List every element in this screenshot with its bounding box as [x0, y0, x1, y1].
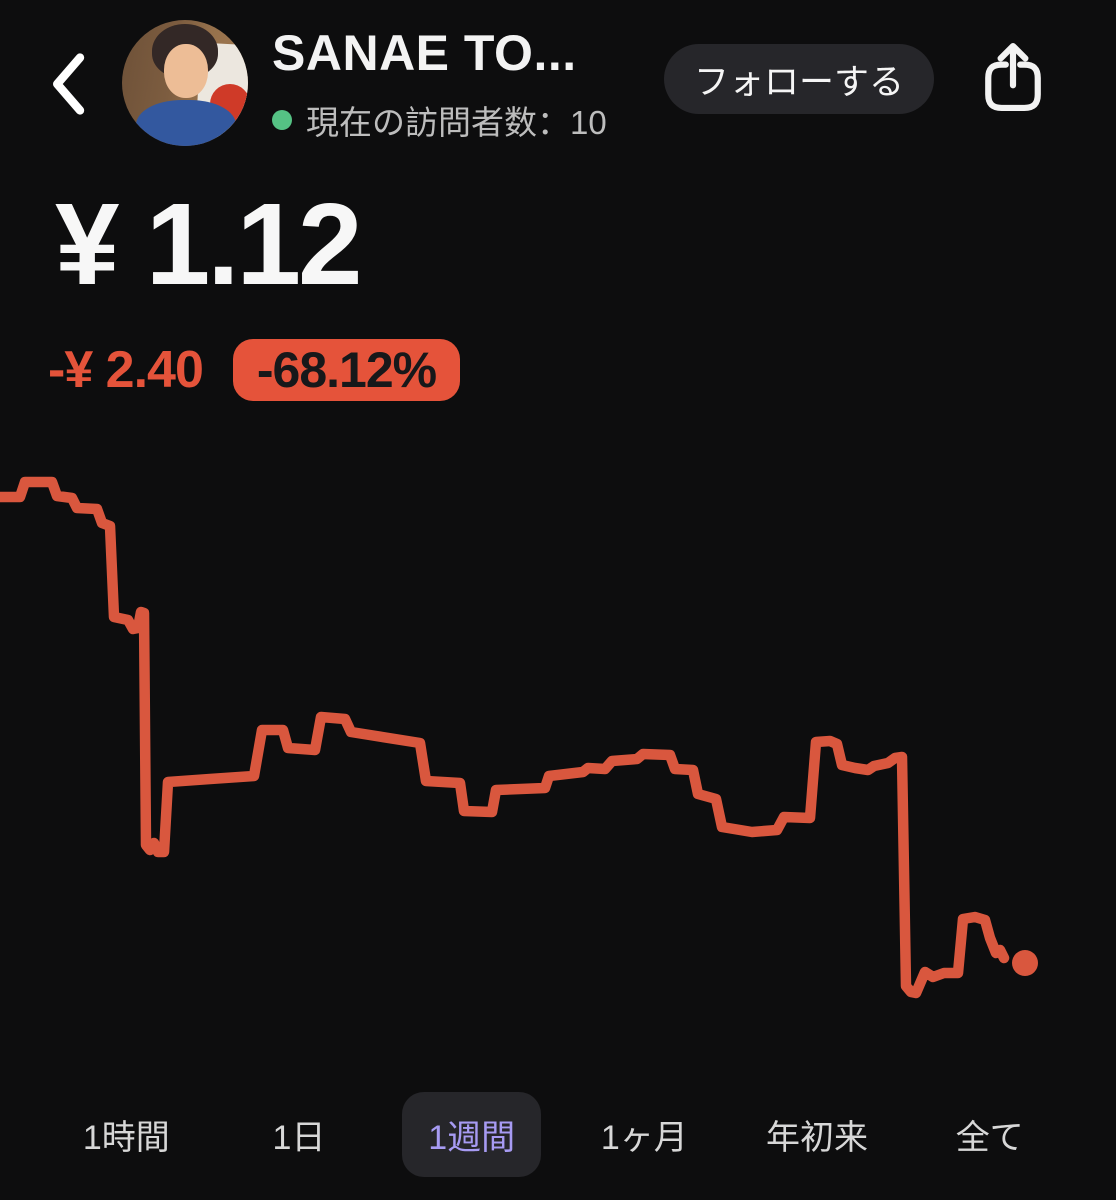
online-indicator-dot [272, 110, 292, 130]
tab-range-0[interactable]: 1時間 [40, 1092, 213, 1177]
avatar-face [164, 44, 208, 98]
current-price: ¥ 1.12 [55, 179, 363, 309]
title-block: SANAE TO... 現在の訪問者数：10 [272, 24, 652, 144]
tab-range-label: 年初来 [766, 1118, 869, 1157]
tab-range-label: 1週間 [402, 1091, 542, 1177]
share-icon [985, 42, 1041, 112]
tab-range-label: 1時間 [82, 1118, 170, 1157]
price-change-percent-badge: -68.12% [232, 339, 461, 401]
current-point-dot [1012, 950, 1038, 976]
follow-button[interactable]: フォローする [664, 44, 934, 114]
price-change-row: -¥ 2.40 -68.12% [48, 338, 461, 402]
tab-range-3[interactable]: 1ヶ月 [558, 1092, 731, 1177]
tab-range-4[interactable]: 年初来 [731, 1092, 904, 1177]
price-line [0, 476, 1010, 999]
chevron-left-icon [53, 53, 85, 115]
tab-range-2[interactable]: 1週間 [385, 1091, 558, 1177]
visitors-row: 現在の訪問者数：10 [272, 96, 652, 144]
visitors-count-label: 現在の訪問者数：10 [306, 104, 607, 141]
page-title: SANAE TO... [272, 25, 577, 81]
avatar-jacket [136, 100, 236, 146]
back-button[interactable] [38, 48, 98, 120]
price-change-amount: -¥ 2.40 [48, 341, 204, 399]
tab-range-label: 全て [955, 1118, 1024, 1157]
tab-range-label: 1日 [272, 1118, 326, 1157]
tab-range-label: 1ヶ月 [600, 1118, 688, 1157]
tab-range-1[interactable]: 1日 [213, 1092, 386, 1177]
share-button[interactable] [980, 38, 1046, 116]
time-range-tabs: 1時間 1日 1週間 1ヶ月 年初来 全て [40, 1091, 1076, 1177]
tab-range-5[interactable]: 全て [903, 1092, 1076, 1177]
avatar[interactable] [122, 20, 248, 146]
